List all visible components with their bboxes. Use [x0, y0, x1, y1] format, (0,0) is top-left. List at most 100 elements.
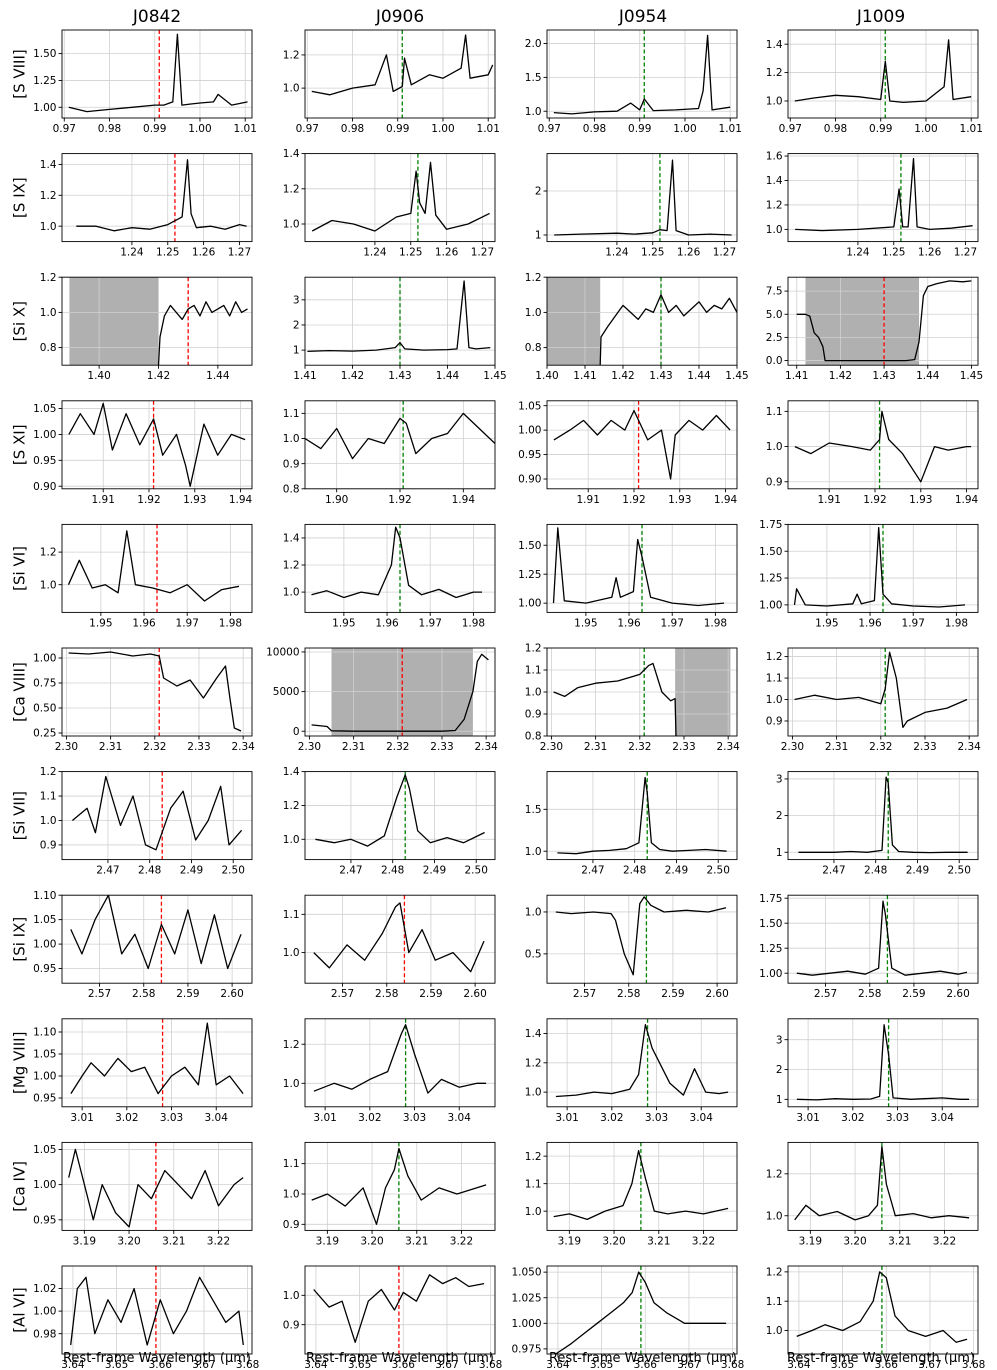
y-tick-label: 1.2	[283, 560, 300, 572]
y-tick-label: 1.02	[33, 1283, 56, 1295]
x-tick-label: 3.19	[799, 1235, 822, 1247]
x-tick-label: 2.48	[623, 865, 646, 877]
spectrum-line	[67, 530, 240, 602]
spectrum-panel: 3.64 3.65 3.66 3.67 3.68 0.975 1.000 1.025 1.050	[511, 1265, 744, 1370]
spectrum-line	[157, 301, 248, 366]
x-tick-label: 1.42	[611, 370, 634, 382]
x-tick-label: 2.30	[781, 741, 804, 753]
y-tick-label: 0.9	[525, 709, 542, 721]
x-tick-label: 3.02	[600, 1112, 623, 1124]
y-tick-label: 0.8	[283, 483, 300, 495]
spectrum-panel: 2.47 2.48 2.49 2.50 1 2 3	[776, 771, 979, 877]
x-tick-label: 3.68	[236, 1359, 259, 1370]
panel-frame	[787, 1265, 979, 1355]
y-tick-label: 0.75	[33, 678, 56, 690]
x-tick-label: 3.64	[304, 1359, 328, 1370]
x-tick-label: 3.02	[841, 1112, 864, 1124]
x-tick-label: 2.59	[661, 988, 684, 1000]
y-tick-label: 1.1	[525, 1178, 542, 1190]
x-tick-label: 2.34	[957, 741, 981, 753]
y-tick-label: 0.0	[766, 355, 783, 367]
spectrum-line	[70, 895, 242, 970]
y-tick-label: 1.50	[759, 918, 782, 930]
x-tick-label: 2.32	[143, 741, 166, 753]
y-tick-label: 1.2	[283, 183, 300, 195]
panel-frame	[546, 153, 738, 243]
x-tick-label: 2.57	[814, 988, 837, 1000]
x-tick-label: 1.26	[192, 247, 216, 259]
x-tick-label: 2.34	[474, 741, 498, 753]
y-tick-label: 0.9	[283, 1319, 300, 1331]
x-tick-label: 1.95	[574, 617, 597, 629]
x-tick-label: 3.22	[933, 1235, 956, 1247]
spectrum-panel: 3.19 3.20 3.21 3.22 1.0 1.1 1.2	[525, 1141, 738, 1247]
x-tick-label: 3.67	[918, 1359, 941, 1370]
row-label: [S XI]	[11, 424, 29, 465]
y-tick-label: 5.0	[766, 309, 783, 321]
y-tick-label: 1.00	[759, 599, 782, 611]
x-tick-label: 0.99	[143, 123, 166, 135]
x-tick-label: 3.03	[160, 1112, 183, 1124]
row-label: [S VIII]	[11, 49, 29, 99]
panel-frame	[546, 894, 738, 984]
spectrum-panel: 0.97 0.98 0.99 1.00 1.01 1.00 1.25 1.50	[33, 29, 257, 135]
panel-frame	[304, 894, 496, 984]
x-tick-label: 2.50	[948, 865, 971, 877]
x-tick-label: 2.58	[858, 988, 881, 1000]
y-tick-label: 1.10	[33, 890, 56, 902]
y-tick-label: 1.0	[40, 579, 57, 591]
x-tick-label: 3.20	[843, 1235, 866, 1247]
y-tick-label: 10000	[266, 647, 299, 659]
y-tick-label: 0.90	[33, 481, 56, 493]
x-tick-label: 3.66	[634, 1359, 658, 1370]
x-tick-label: 1.98	[704, 617, 727, 629]
x-tick-label: 2.32	[628, 741, 651, 753]
y-tick-label: 1.0	[525, 907, 542, 919]
x-tick-label: 3.02	[358, 1112, 381, 1124]
x-tick-label: 3.20	[360, 1235, 383, 1247]
panel-frame	[61, 771, 253, 861]
x-tick-label: 1.01	[234, 123, 257, 135]
panel-frame	[61, 29, 253, 119]
x-tick-label: 3.22	[692, 1235, 715, 1247]
row-label: [Al VI]	[11, 1287, 29, 1333]
y-tick-label: 1.00	[33, 1071, 56, 1083]
spectrum-panel: 1.24 1.25 1.26 1.27 1 2	[535, 153, 738, 259]
x-tick-label: 1.24	[120, 247, 144, 259]
x-tick-label: 2.48	[138, 865, 161, 877]
panel-frame	[787, 276, 979, 366]
y-tick-label: 0.8	[40, 342, 57, 354]
y-tick-label: 1.2	[525, 643, 542, 655]
x-tick-label: 3.64	[546, 1359, 570, 1370]
spectrum-panel: 1.91 1.92 1.93 1.94 0.90 0.95 1.00 1.05	[33, 400, 253, 506]
x-tick-label: 3.04	[448, 1112, 472, 1124]
x-tick-label: 1.94	[229, 494, 253, 506]
spectrum-line	[794, 1145, 970, 1221]
y-tick-label: 1.00	[33, 939, 56, 951]
spectrum-line	[553, 662, 677, 736]
spectrum-line	[557, 776, 727, 855]
spectrum-line	[313, 1024, 487, 1094]
x-tick-label: 0.98	[824, 123, 847, 135]
x-tick-label: 2.48	[864, 865, 887, 877]
x-tick-label: 1.97	[419, 617, 442, 629]
y-tick-label: 1.0	[283, 1078, 300, 1090]
column-titles: J0842 J0906 J0954 J1009	[132, 7, 905, 27]
y-tick-label: 1.1	[283, 408, 300, 420]
y-tick-label: 0.9	[40, 840, 57, 852]
spectrum-line	[553, 34, 731, 115]
x-tick-label: 1.97	[902, 617, 925, 629]
x-tick-label: 1.43	[872, 370, 895, 382]
y-tick-label: 1	[293, 345, 300, 357]
spectrum-line	[796, 1024, 970, 1101]
spectrum-panel: 2.57 2.58 2.59 2.60 0.5 1.0	[525, 894, 738, 1000]
masked-region	[69, 277, 159, 366]
x-tick-label: 1.97	[176, 617, 199, 629]
x-tick-label: 0.97	[779, 123, 802, 135]
y-tick-label: 1.0	[766, 441, 783, 453]
x-tick-label: 1.45	[483, 370, 506, 382]
x-axis-label: Rest-frame Wavelength (μm)	[63, 1351, 251, 1366]
x-tick-label: 3.22	[207, 1235, 230, 1247]
y-tick-label: 1.4	[766, 175, 783, 187]
spectrum-line	[796, 280, 972, 362]
